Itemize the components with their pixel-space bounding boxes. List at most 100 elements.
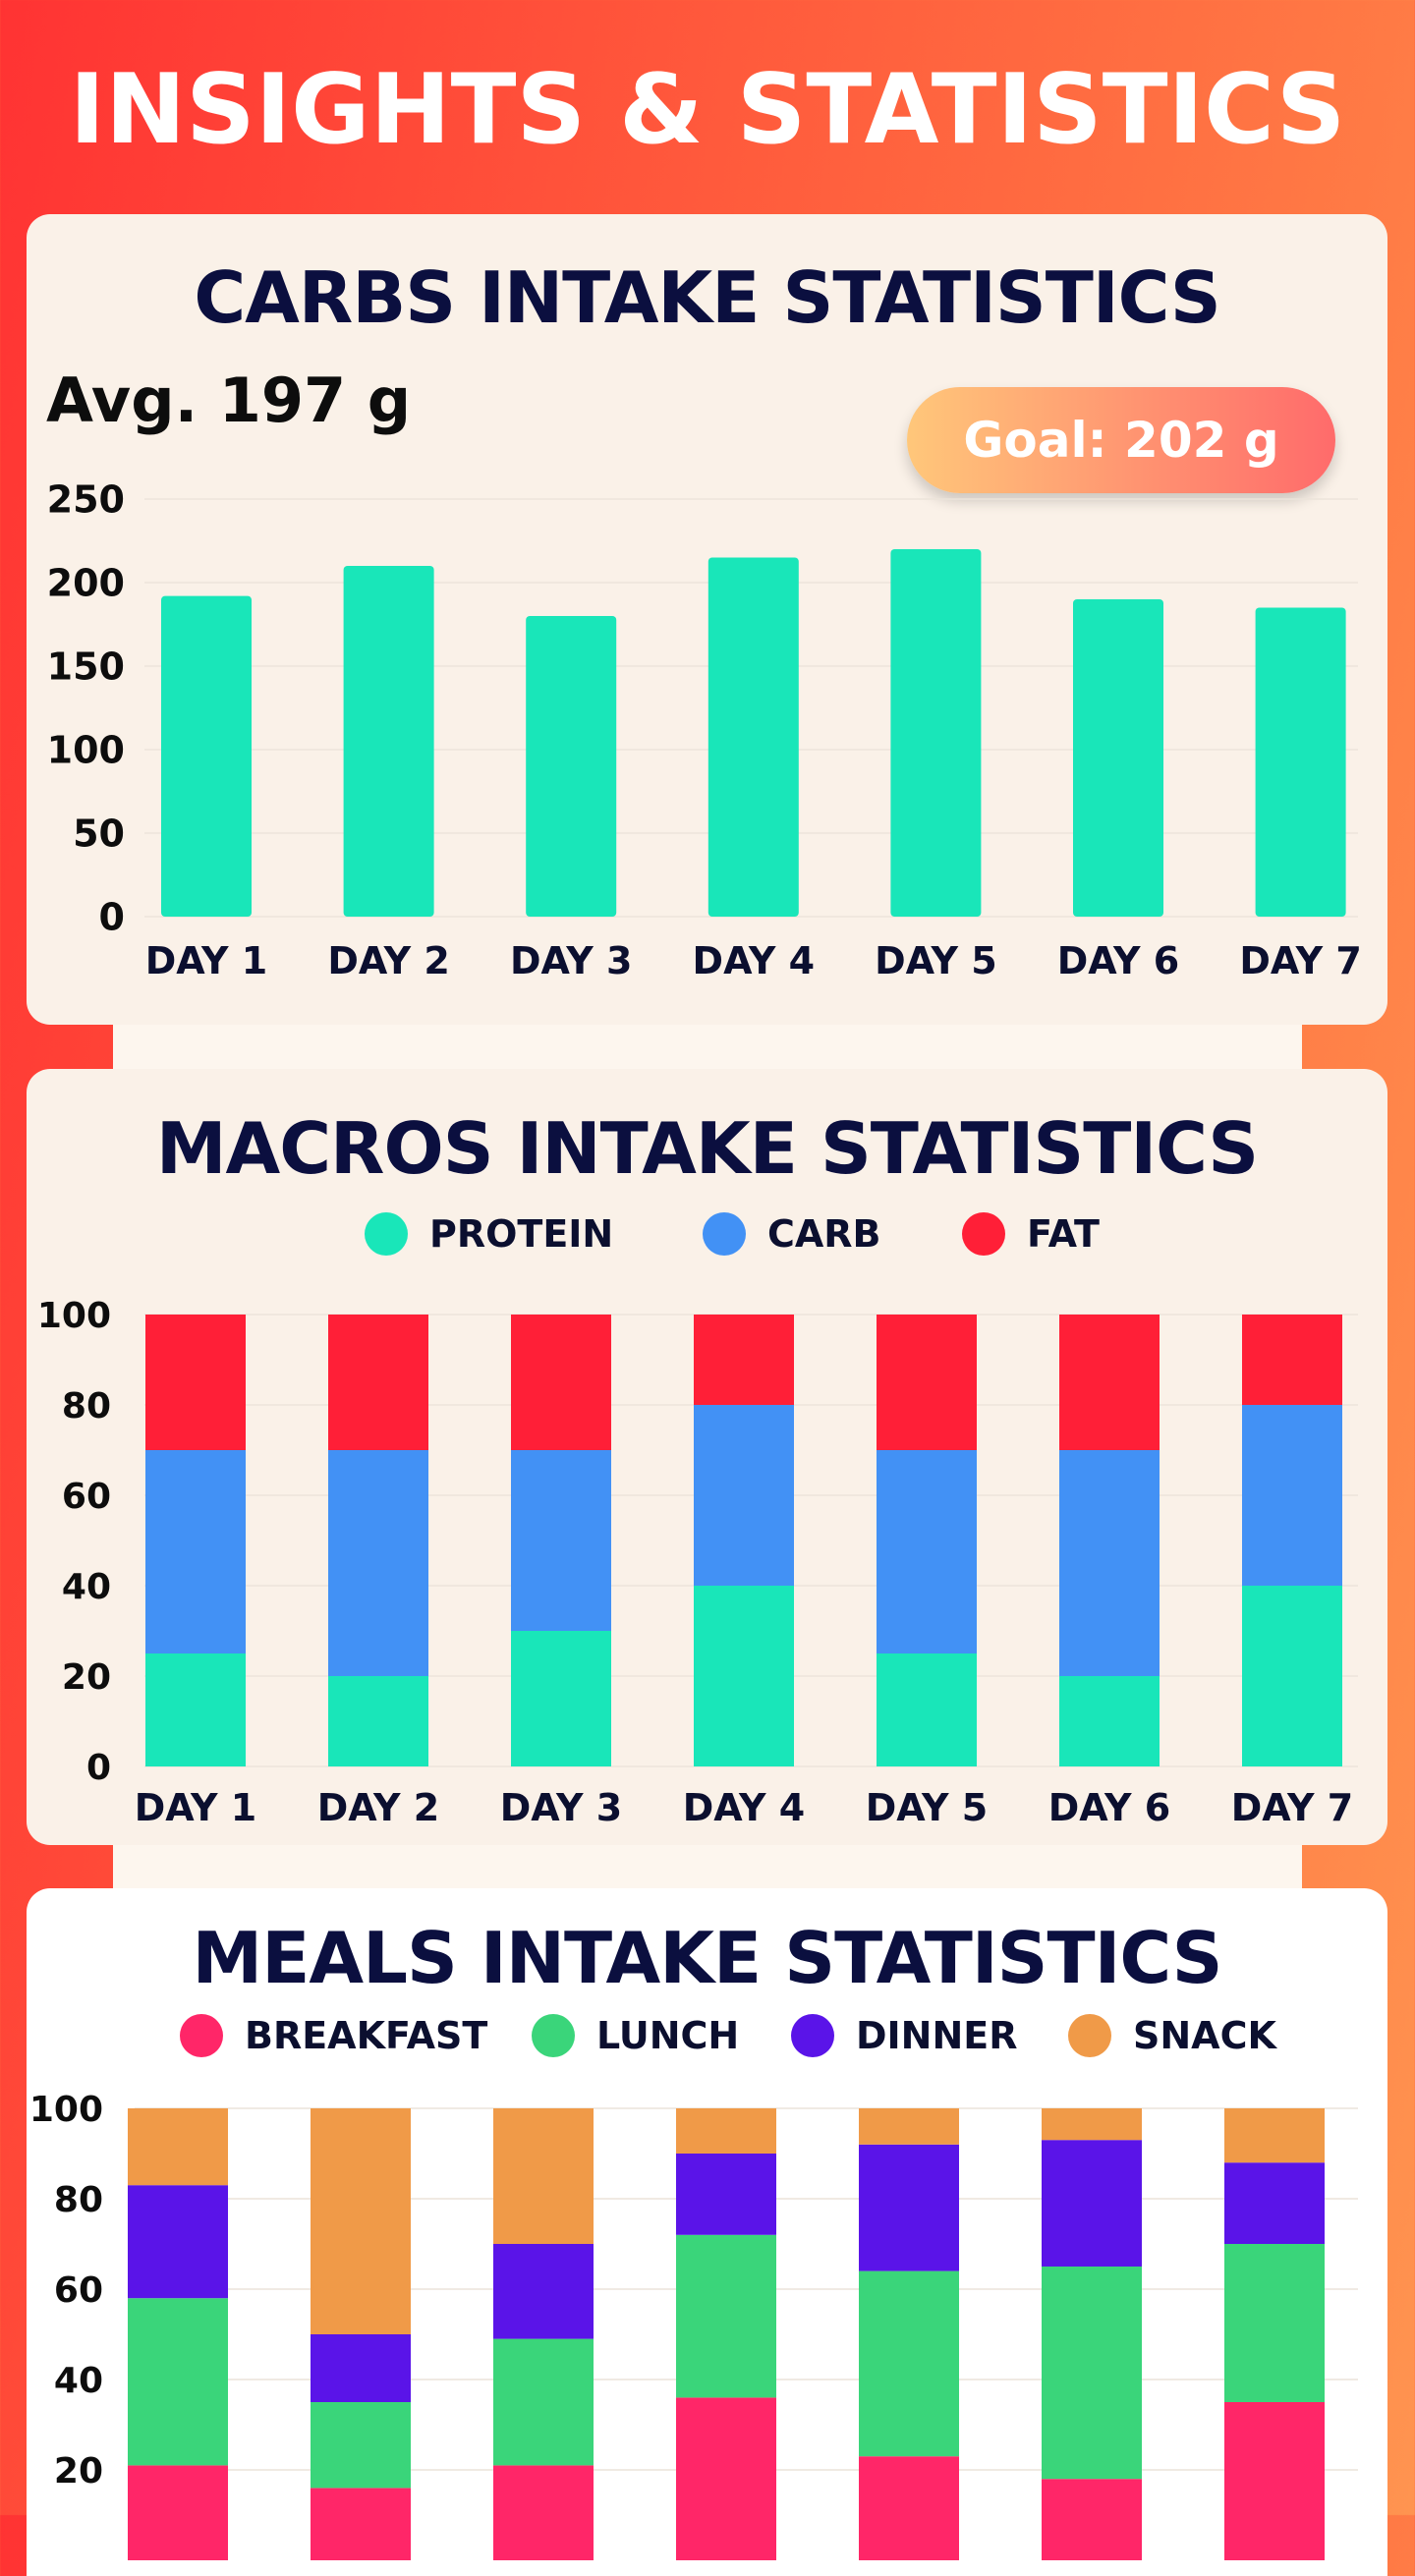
bar-segment-protein — [145, 1653, 246, 1766]
bar-segment-dinner — [311, 2334, 411, 2402]
macros-legend: PROTEIN CARB FAT — [27, 1204, 1387, 1263]
macros-stacked-bar-chart: 0 20 40 60 80 100 DAY 1 DAY 2 DAY 3 DAY 4 DAY 5 DAY… — [37, 1296, 1358, 1829]
x-tick-label: DAY 6 — [1057, 939, 1180, 982]
x-tick-label: DAY 4 — [693, 939, 816, 982]
y-tick-label: 60 — [54, 2270, 103, 2311]
bar-segment-protein — [1242, 1586, 1342, 1766]
x-tick-label: DAY 3 — [510, 939, 633, 982]
bar-segment-lunch — [128, 2298, 228, 2466]
bar-segment-carb — [1242, 1405, 1342, 1586]
bar-segment-carb — [145, 1450, 246, 1653]
card-connector — [113, 1845, 1302, 1894]
bar-segment-fat — [877, 1315, 977, 1450]
bar-segment-protein — [877, 1653, 977, 1766]
bar-segment-breakfast — [676, 2397, 776, 2560]
legend-item-lunch: LUNCH — [532, 2006, 739, 2065]
legend-item-dinner: DINNER — [791, 2006, 1018, 2065]
macros-card: MACROS INTAKE STATISTICS PROTEIN CARB FA… — [27, 1069, 1387, 1845]
bar-segment-fat — [511, 1315, 611, 1450]
legend-swatch-dinner — [791, 2014, 834, 2057]
carbs-bar-chart: 0 50 100 150 200 250 DAY 1 DAY 2 DAY 3 DAY 4 DAY 5… — [47, 478, 1362, 982]
x-tick-label: DAY 6 — [1048, 1786, 1171, 1829]
bar-segment-lunch — [676, 2234, 776, 2398]
bar-segment-snack — [128, 2108, 228, 2186]
x-tick-label: DAY 1 — [135, 1786, 257, 1829]
bar — [161, 595, 252, 917]
bar-segment-lunch — [1224, 2244, 1325, 2402]
bar-segment-carb — [1059, 1450, 1160, 1676]
goal-badge[interactable]: Goal: 202 g — [907, 387, 1335, 493]
bar-segment-protein — [1059, 1676, 1160, 1766]
card-connector — [113, 1022, 1302, 1071]
bar-segment-dinner — [859, 2144, 959, 2271]
bar-segment-breakfast — [1042, 2479, 1142, 2560]
bar-segment-carb — [694, 1405, 794, 1586]
legend-label: LUNCH — [596, 2014, 740, 2057]
y-tick-label: 100 — [37, 1296, 111, 1336]
meals-card: MEALS INTAKE STATISTICS BREAKFAST LUNCH … — [27, 1888, 1387, 2576]
legend-label: FAT — [1027, 1212, 1100, 1256]
bar-segment-snack — [859, 2108, 959, 2145]
bar-segment-breakfast — [1224, 2402, 1325, 2560]
y-tick-label: 150 — [47, 645, 125, 689]
bar-segment-snack — [676, 2108, 776, 2154]
legend-label: CARB — [767, 1212, 881, 1256]
x-tick-label: DAY 7 — [1239, 939, 1362, 982]
x-tick-label: DAY 2 — [327, 939, 450, 982]
legend-swatch-fat — [962, 1212, 1005, 1256]
legend-swatch-protein — [365, 1212, 408, 1256]
bar-segment-carb — [877, 1450, 977, 1653]
y-tick-label: 100 — [29, 2090, 103, 2130]
y-tick-label: 40 — [62, 1567, 111, 1607]
x-tick-label: DAY 5 — [866, 1786, 989, 1829]
legend-swatch-snack — [1068, 2014, 1111, 2057]
meals-card-title: MEALS INTAKE STATISTICS — [192, 1917, 1223, 1999]
y-tick-label: 0 — [99, 896, 125, 939]
bar — [890, 549, 982, 917]
bar — [1073, 599, 1163, 917]
y-tick-label: 40 — [54, 2361, 103, 2401]
bar-segment-lunch — [859, 2270, 959, 2457]
x-tick-label: DAY 7 — [1231, 1786, 1354, 1829]
bar — [708, 557, 799, 917]
legend-swatch-lunch — [532, 2014, 575, 2057]
bar-segment-fat — [694, 1315, 794, 1405]
bar-segment-dinner — [676, 2154, 776, 2235]
legend-item-protein: PROTEIN — [365, 1204, 613, 1263]
average-carbs-label: Avg. 197 g — [46, 364, 412, 436]
bar-segment-fat — [1242, 1315, 1342, 1405]
bar-segment-fat — [145, 1315, 246, 1450]
x-tick-label: DAY 4 — [683, 1786, 806, 1829]
bar-segment-dinner — [128, 2185, 228, 2299]
x-tick-label: DAY 3 — [500, 1786, 623, 1829]
bar-segment-lunch — [493, 2338, 594, 2466]
legend-item-breakfast: BREAKFAST — [180, 2006, 487, 2065]
legend-swatch-breakfast — [180, 2014, 223, 2057]
bar — [526, 616, 617, 917]
legend-item-carb: CARB — [703, 1204, 881, 1263]
bar-segment-protein — [328, 1676, 428, 1766]
x-tick-label: DAY 5 — [875, 939, 997, 982]
y-tick-label: 60 — [62, 1477, 111, 1517]
bar-segment-breakfast — [311, 2488, 411, 2560]
bar-segment-breakfast — [128, 2465, 228, 2560]
bar-segment-carb — [328, 1450, 428, 1676]
y-tick-label: 20 — [62, 1657, 111, 1698]
bar-segment-dinner — [1224, 2162, 1325, 2244]
bar-segment-lunch — [1042, 2267, 1142, 2480]
bar-segment-breakfast — [493, 2465, 594, 2560]
y-tick-label: 20 — [54, 2451, 103, 2492]
legend-label: DINNER — [856, 2014, 1018, 2057]
bar-segment-protein — [511, 1631, 611, 1766]
x-tick-label: DAY 2 — [317, 1786, 440, 1829]
y-tick-label: 200 — [47, 562, 125, 605]
bar-segment-dinner — [1042, 2140, 1142, 2267]
legend-item-snack: SNACK — [1068, 2006, 1276, 2065]
legend-label: SNACK — [1133, 2014, 1276, 2057]
bar-segment-breakfast — [859, 2456, 959, 2560]
bar — [343, 566, 434, 917]
x-tick-label: DAY 1 — [145, 939, 268, 982]
legend-swatch-carb — [703, 1212, 746, 1256]
carbs-card: CARBS INTAKE STATISTICS Avg. 197 g Goal:… — [27, 214, 1387, 1025]
